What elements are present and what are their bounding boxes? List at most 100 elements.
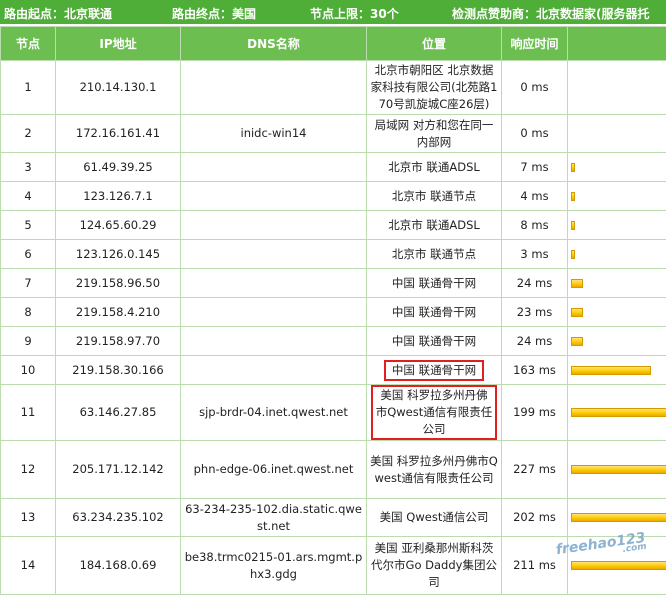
col-location: 位置 <box>366 26 502 61</box>
dns-cell: inidc-win14 <box>180 114 367 153</box>
node-cell: 10 <box>0 355 56 385</box>
table-row: 9 219.158.97.70 中国 联通骨干网 24 ms <box>0 326 666 356</box>
ip-cell: 63.146.27.85 <box>55 384 181 441</box>
latency-bar <box>571 365 651 375</box>
dns-cell <box>180 210 367 240</box>
location-cell: 美国 科罗拉多州丹佛市Qwest通信有限责任公司 <box>366 440 502 499</box>
ip-cell: 61.49.39.25 <box>55 152 181 182</box>
time-cell: 227 ms <box>501 440 568 499</box>
route-end: 路由终点：美国 <box>172 7 257 21</box>
ip-cell: 210.14.130.1 <box>55 60 181 115</box>
dns-cell <box>180 326 367 356</box>
location-cell: 美国 Qwest通信公司 <box>366 498 502 537</box>
dns-cell <box>180 297 367 327</box>
latency-bar-cell <box>567 239 666 269</box>
time-cell: 202 ms <box>501 498 568 537</box>
col-response-time: 响应时间 <box>501 26 568 61</box>
latency-bar-cell <box>567 297 666 327</box>
ip-cell: 172.16.161.41 <box>55 114 181 153</box>
time-cell: 3 ms <box>501 239 568 269</box>
latency-bar <box>571 336 583 346</box>
col-dns: DNS名称 <box>180 26 367 61</box>
node-cell: 6 <box>0 239 56 269</box>
ip-cell: 219.158.30.166 <box>55 355 181 385</box>
node-cell: 5 <box>0 210 56 240</box>
dns-cell <box>180 239 367 269</box>
table-header-row: 节点 IP地址 DNS名称 位置 响应时间 <box>0 26 666 61</box>
dns-cell <box>180 152 367 182</box>
latency-bar <box>571 561 666 570</box>
latency-bar <box>571 220 575 230</box>
table-row: 4 123.126.7.1 北京市 联通节点 4 ms <box>0 181 666 211</box>
node-cell: 3 <box>0 152 56 182</box>
node-cell: 7 <box>0 268 56 298</box>
table-row: 8 219.158.4.210 中国 联通骨干网 23 ms <box>0 297 666 327</box>
traceroute-table: 节点 IP地址 DNS名称 位置 响应时间 1 210.14.130.1 北京市朝阳… <box>0 26 666 595</box>
node-cell: 1 <box>0 60 56 115</box>
time-cell: 4 ms <box>501 181 568 211</box>
time-cell: 199 ms <box>501 384 568 441</box>
node-limit: 节点上限：30个 <box>310 7 399 21</box>
node-cell: 8 <box>0 297 56 327</box>
node-cell: 4 <box>0 181 56 211</box>
time-cell: 24 ms <box>501 268 568 298</box>
latency-bar-cell <box>567 181 666 211</box>
time-cell: 8 ms <box>501 210 568 240</box>
node-cell: 13 <box>0 498 56 537</box>
latency-bar-cell <box>567 268 666 298</box>
table-row: 13 63.234.235.102 63-234-235-102.dia.stati… <box>0 498 666 537</box>
table-row: 11 63.146.27.85 sjp-brdr-04.inet.qwest.net… <box>0 384 666 441</box>
latency-bar <box>571 307 583 317</box>
latency-bar <box>571 191 575 201</box>
latency-bar <box>571 162 575 172</box>
ip-cell: 124.65.60.29 <box>55 210 181 240</box>
latency-bar-cell <box>567 440 666 499</box>
location-cell: 北京市 联通节点 <box>366 239 502 269</box>
latency-bar-cell <box>567 536 666 595</box>
highlight-box: 中国 联通骨干网 <box>383 359 485 381</box>
table-row: 1 210.14.130.1 北京市朝阳区 北京数据家科技有限公司(北苑路170号凯… <box>0 60 666 115</box>
sponsor: 检测点赞助商：北京数据家(服务器托 <box>452 7 650 21</box>
node-cell: 14 <box>0 536 56 595</box>
table-row: 12 205.171.12.142 phn-edge-06.inet.qwest.n… <box>0 440 666 499</box>
time-cell: 23 ms <box>501 297 568 327</box>
dns-cell <box>180 181 367 211</box>
latency-bar <box>571 408 666 417</box>
latency-bar <box>571 249 575 259</box>
location-cell: 北京市朝阳区 北京数据家科技有限公司(北苑路170号凯旋城C座26层) <box>366 60 502 115</box>
route-start: 路由起点：北京联通 <box>4 7 113 21</box>
latency-bar <box>571 278 583 288</box>
location-cell: 美国 科罗拉多州丹佛市Qwest通信有限责任公司 <box>366 384 502 441</box>
node-cell: 11 <box>0 384 56 441</box>
col-graph <box>567 26 666 61</box>
latency-bar-cell <box>567 60 666 115</box>
location-cell: 北京市 联通节点 <box>366 181 502 211</box>
table-row: 7 219.158.96.50 中国 联通骨干网 24 ms <box>0 268 666 298</box>
location-cell: 局域网 对方和您在同一内部网 <box>366 114 502 153</box>
latency-bar-cell <box>567 210 666 240</box>
latency-bar-cell <box>567 498 666 537</box>
table-row: 14 184.168.0.69 be38.trmc0215-01.ars.mgmt.… <box>0 536 666 595</box>
dns-cell <box>180 268 367 298</box>
table-row: 5 124.65.60.29 北京市 联通ADSL 8 ms <box>0 210 666 240</box>
ip-cell: 219.158.96.50 <box>55 268 181 298</box>
ip-cell: 123.126.7.1 <box>55 181 181 211</box>
time-cell: 163 ms <box>501 355 568 385</box>
dns-cell: phn-edge-06.inet.qwest.net <box>180 440 367 499</box>
route-info-bar: 路由起点：北京联通 路由终点：美国 节点上限：30个 检测点赞助商：北京数据家(… <box>0 0 666 24</box>
latency-bar-cell <box>567 114 666 153</box>
node-cell: 12 <box>0 440 56 499</box>
table-row: 10 219.158.30.166 中国 联通骨干网 163 ms <box>0 355 666 385</box>
latency-bar <box>571 513 666 522</box>
location-cell: 中国 联通骨干网 <box>366 297 502 327</box>
dns-cell <box>180 355 367 385</box>
ip-cell: 123.126.0.145 <box>55 239 181 269</box>
ip-cell: 219.158.97.70 <box>55 326 181 356</box>
dns-cell: sjp-brdr-04.inet.qwest.net <box>180 384 367 441</box>
col-ip: IP地址 <box>55 26 181 61</box>
node-cell: 9 <box>0 326 56 356</box>
latency-bar-cell <box>567 355 666 385</box>
col-node: 节点 <box>0 26 56 61</box>
location-cell: 中国 联通骨干网 <box>366 355 502 385</box>
location-cell: 美国 亚利桑那州斯科茨代尔市Go Daddy集团公司 <box>366 536 502 595</box>
